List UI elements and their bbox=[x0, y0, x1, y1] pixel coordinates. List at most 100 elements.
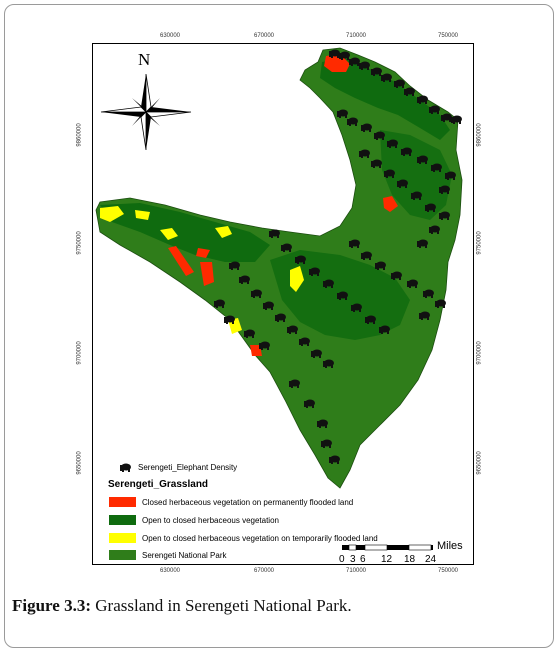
figure-frame bbox=[4, 4, 554, 648]
legend-label-open-closed: Open to closed herbaceous vegetation bbox=[142, 516, 279, 525]
elephant-icon bbox=[359, 149, 370, 158]
elephant-icon bbox=[329, 49, 340, 58]
scale-label-24: 24 bbox=[425, 554, 437, 565]
elephant-icon bbox=[439, 211, 450, 220]
red-patch-west-3 bbox=[200, 262, 214, 286]
elephant-icon bbox=[387, 139, 398, 148]
elephant-icon bbox=[295, 255, 306, 264]
compass-star-icon bbox=[100, 73, 192, 151]
legend-label-temp-flooded: Open to closed herbaceous vegetation on … bbox=[142, 534, 378, 543]
elephant-icon bbox=[374, 131, 385, 140]
elephant-icon bbox=[289, 379, 300, 388]
elephant-icon bbox=[381, 73, 392, 82]
elephant-icon bbox=[417, 239, 428, 248]
elephant-icon bbox=[329, 455, 340, 464]
elephant-icon bbox=[299, 337, 310, 346]
elephant-icon bbox=[323, 279, 334, 288]
elephant-icon bbox=[269, 229, 280, 238]
yellow-patch-3 bbox=[160, 228, 178, 240]
elephant-icon bbox=[281, 243, 292, 252]
scale-bar bbox=[342, 544, 433, 551]
elephant-icon bbox=[417, 95, 428, 104]
scale-label-0: 0 bbox=[339, 554, 345, 565]
elephant-icon bbox=[251, 289, 262, 298]
elephant-icon bbox=[337, 109, 348, 118]
scale-unit: Miles bbox=[437, 540, 463, 552]
elephant-icon bbox=[351, 303, 362, 312]
elephant-icon bbox=[429, 105, 440, 114]
elephant-icon bbox=[347, 117, 358, 126]
elephant-icon bbox=[311, 349, 322, 358]
legend-label-park: Serengeti National Park bbox=[142, 551, 227, 560]
legend-point-layer: Serengeti_Elephant Density bbox=[138, 463, 238, 472]
elephant-icon bbox=[239, 275, 250, 284]
elephant-icon bbox=[365, 315, 376, 324]
elephant-icon bbox=[287, 325, 298, 334]
elephant-icon bbox=[423, 289, 434, 298]
red-patch-west-2 bbox=[196, 248, 210, 258]
caption-text: Grassland in Serengeti National Park. bbox=[91, 596, 352, 615]
elephant-icon bbox=[321, 439, 332, 448]
bottom-tick-4: 750000 bbox=[438, 568, 459, 574]
dark-green-patch-north bbox=[320, 58, 450, 140]
elephant-icon bbox=[359, 61, 370, 70]
top-tick-1: 630000 bbox=[160, 33, 181, 39]
scale-label-3: 3 bbox=[350, 554, 356, 565]
elephant-icon bbox=[361, 123, 372, 132]
elephant-icon bbox=[317, 419, 328, 428]
caption-label: Figure 3.3: bbox=[12, 596, 92, 615]
elephant-icon bbox=[229, 261, 240, 270]
elephant-icon bbox=[371, 67, 382, 76]
scale-label-18: 18 bbox=[404, 554, 416, 565]
elephant-icon bbox=[451, 115, 462, 124]
elephant-icon bbox=[431, 163, 442, 172]
legend-swatch-park bbox=[109, 550, 136, 560]
dark-green-patch-east bbox=[380, 130, 452, 220]
yellow-patch-1 bbox=[100, 206, 124, 222]
elephant-icon bbox=[275, 313, 286, 322]
elephant-icon bbox=[441, 113, 452, 122]
elephant-icon bbox=[391, 271, 402, 280]
elephant-icon bbox=[259, 341, 270, 350]
elephant-icon bbox=[309, 267, 320, 276]
figure-caption: Figure 3.3: Grassland in Serengeti Natio… bbox=[12, 596, 352, 616]
top-tick-4: 750000 bbox=[438, 33, 459, 39]
elephant-icon bbox=[244, 329, 255, 338]
elephant-icon bbox=[337, 291, 348, 300]
bottom-tick-1: 630000 bbox=[160, 568, 181, 574]
elephant-icon bbox=[304, 399, 315, 408]
elephant-icon bbox=[425, 203, 436, 212]
legend-swatch-flooded bbox=[109, 497, 136, 507]
bottom-tick-2: 670000 bbox=[254, 568, 275, 574]
elephant-icon bbox=[224, 315, 235, 324]
bottom-tick-3: 710000 bbox=[346, 568, 367, 574]
elephant-icon bbox=[349, 239, 360, 248]
scale-label-12: 12 bbox=[381, 554, 393, 565]
elephant-icon bbox=[404, 87, 415, 96]
elephant-icon bbox=[371, 159, 382, 168]
elephant-icon bbox=[214, 299, 225, 308]
elephant-icon bbox=[401, 147, 412, 156]
yellow-patch-4 bbox=[215, 226, 232, 238]
legend-group-title: Serengeti_Grassland bbox=[108, 479, 209, 490]
elephant-icon bbox=[379, 325, 390, 334]
yellow-patch-5 bbox=[290, 266, 304, 292]
north-label: N bbox=[138, 50, 151, 69]
scale-label-6: 6 bbox=[360, 554, 366, 565]
top-tick-3: 710000 bbox=[346, 33, 367, 39]
elephant-icon bbox=[439, 185, 450, 194]
elephant-icon bbox=[419, 311, 430, 320]
red-patch-north bbox=[324, 54, 350, 72]
elephant-icon bbox=[339, 51, 350, 60]
elephant-icon bbox=[411, 191, 422, 200]
elephant-icon bbox=[323, 359, 334, 368]
legend-swatch-temp-flooded bbox=[109, 533, 136, 543]
top-tick-2: 670000 bbox=[254, 33, 275, 39]
elephant-icon bbox=[445, 171, 456, 180]
red-patch-east bbox=[383, 196, 398, 212]
legend-label-flooded: Closed herbaceous vegetation on permanen… bbox=[142, 498, 354, 507]
elephant-icon bbox=[349, 57, 360, 66]
elephant-icon bbox=[361, 251, 372, 260]
elephant-icon bbox=[429, 225, 440, 234]
